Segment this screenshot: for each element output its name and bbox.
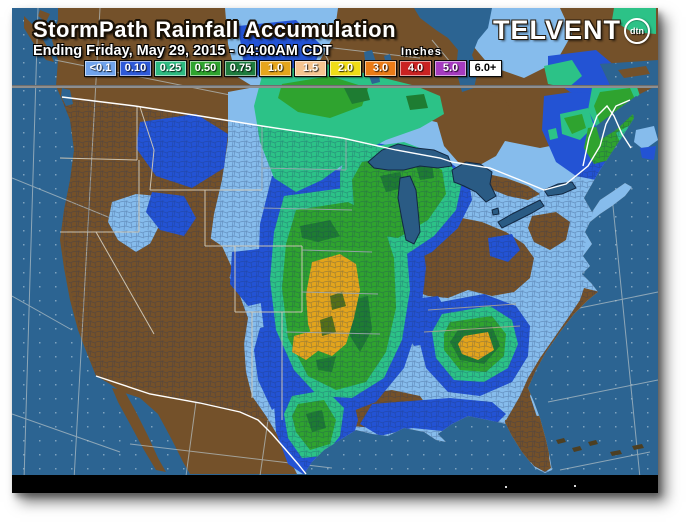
- national-borders: [61, 96, 632, 475]
- legend-item: 1.5: [294, 60, 327, 77]
- rainfall-map-graphic: [12, 8, 658, 493]
- maritimes: [634, 126, 658, 160]
- state-boundaries: [59, 106, 521, 420]
- landmass: [24, 8, 658, 474]
- legend-item: 3.0: [364, 60, 397, 77]
- legend-item: 0.50: [189, 60, 222, 77]
- legend-item: 0.75: [224, 60, 257, 77]
- islands: [556, 438, 644, 456]
- rainfall-legend: <0.1 0.10 0.25 0.50 0.75 1.0 1.5 2.0 3.0…: [84, 60, 504, 77]
- legend-item: 1.0: [259, 60, 292, 77]
- map-subtitle: Ending Friday, May 29, 2015 - 04:00AM CD…: [33, 43, 332, 59]
- legend-item: 5.0: [434, 60, 467, 77]
- legend-item: 0.10: [119, 60, 152, 77]
- legend-item: 6.0+: [469, 60, 502, 77]
- map-title: StormPath Rainfall Accumulation: [33, 17, 397, 42]
- dtn-badge-icon: dtn: [624, 17, 650, 44]
- header-separator: [12, 85, 658, 88]
- telvent-wordmark: TELVENT: [493, 15, 621, 45]
- great-lakes: [367, 143, 577, 245]
- telvent-logo: TELVENT dtn: [493, 15, 650, 46]
- weather-map-frame: StormPath Rainfall Accumulation Ending F…: [12, 8, 658, 493]
- legend-item: <0.1: [84, 60, 117, 77]
- legend-item: 2.0: [329, 60, 362, 77]
- legend-item: 0.25: [154, 60, 187, 77]
- bottom-bar: [12, 475, 658, 493]
- legend-item: 4.0: [399, 60, 432, 77]
- units-label: Inches: [401, 46, 442, 58]
